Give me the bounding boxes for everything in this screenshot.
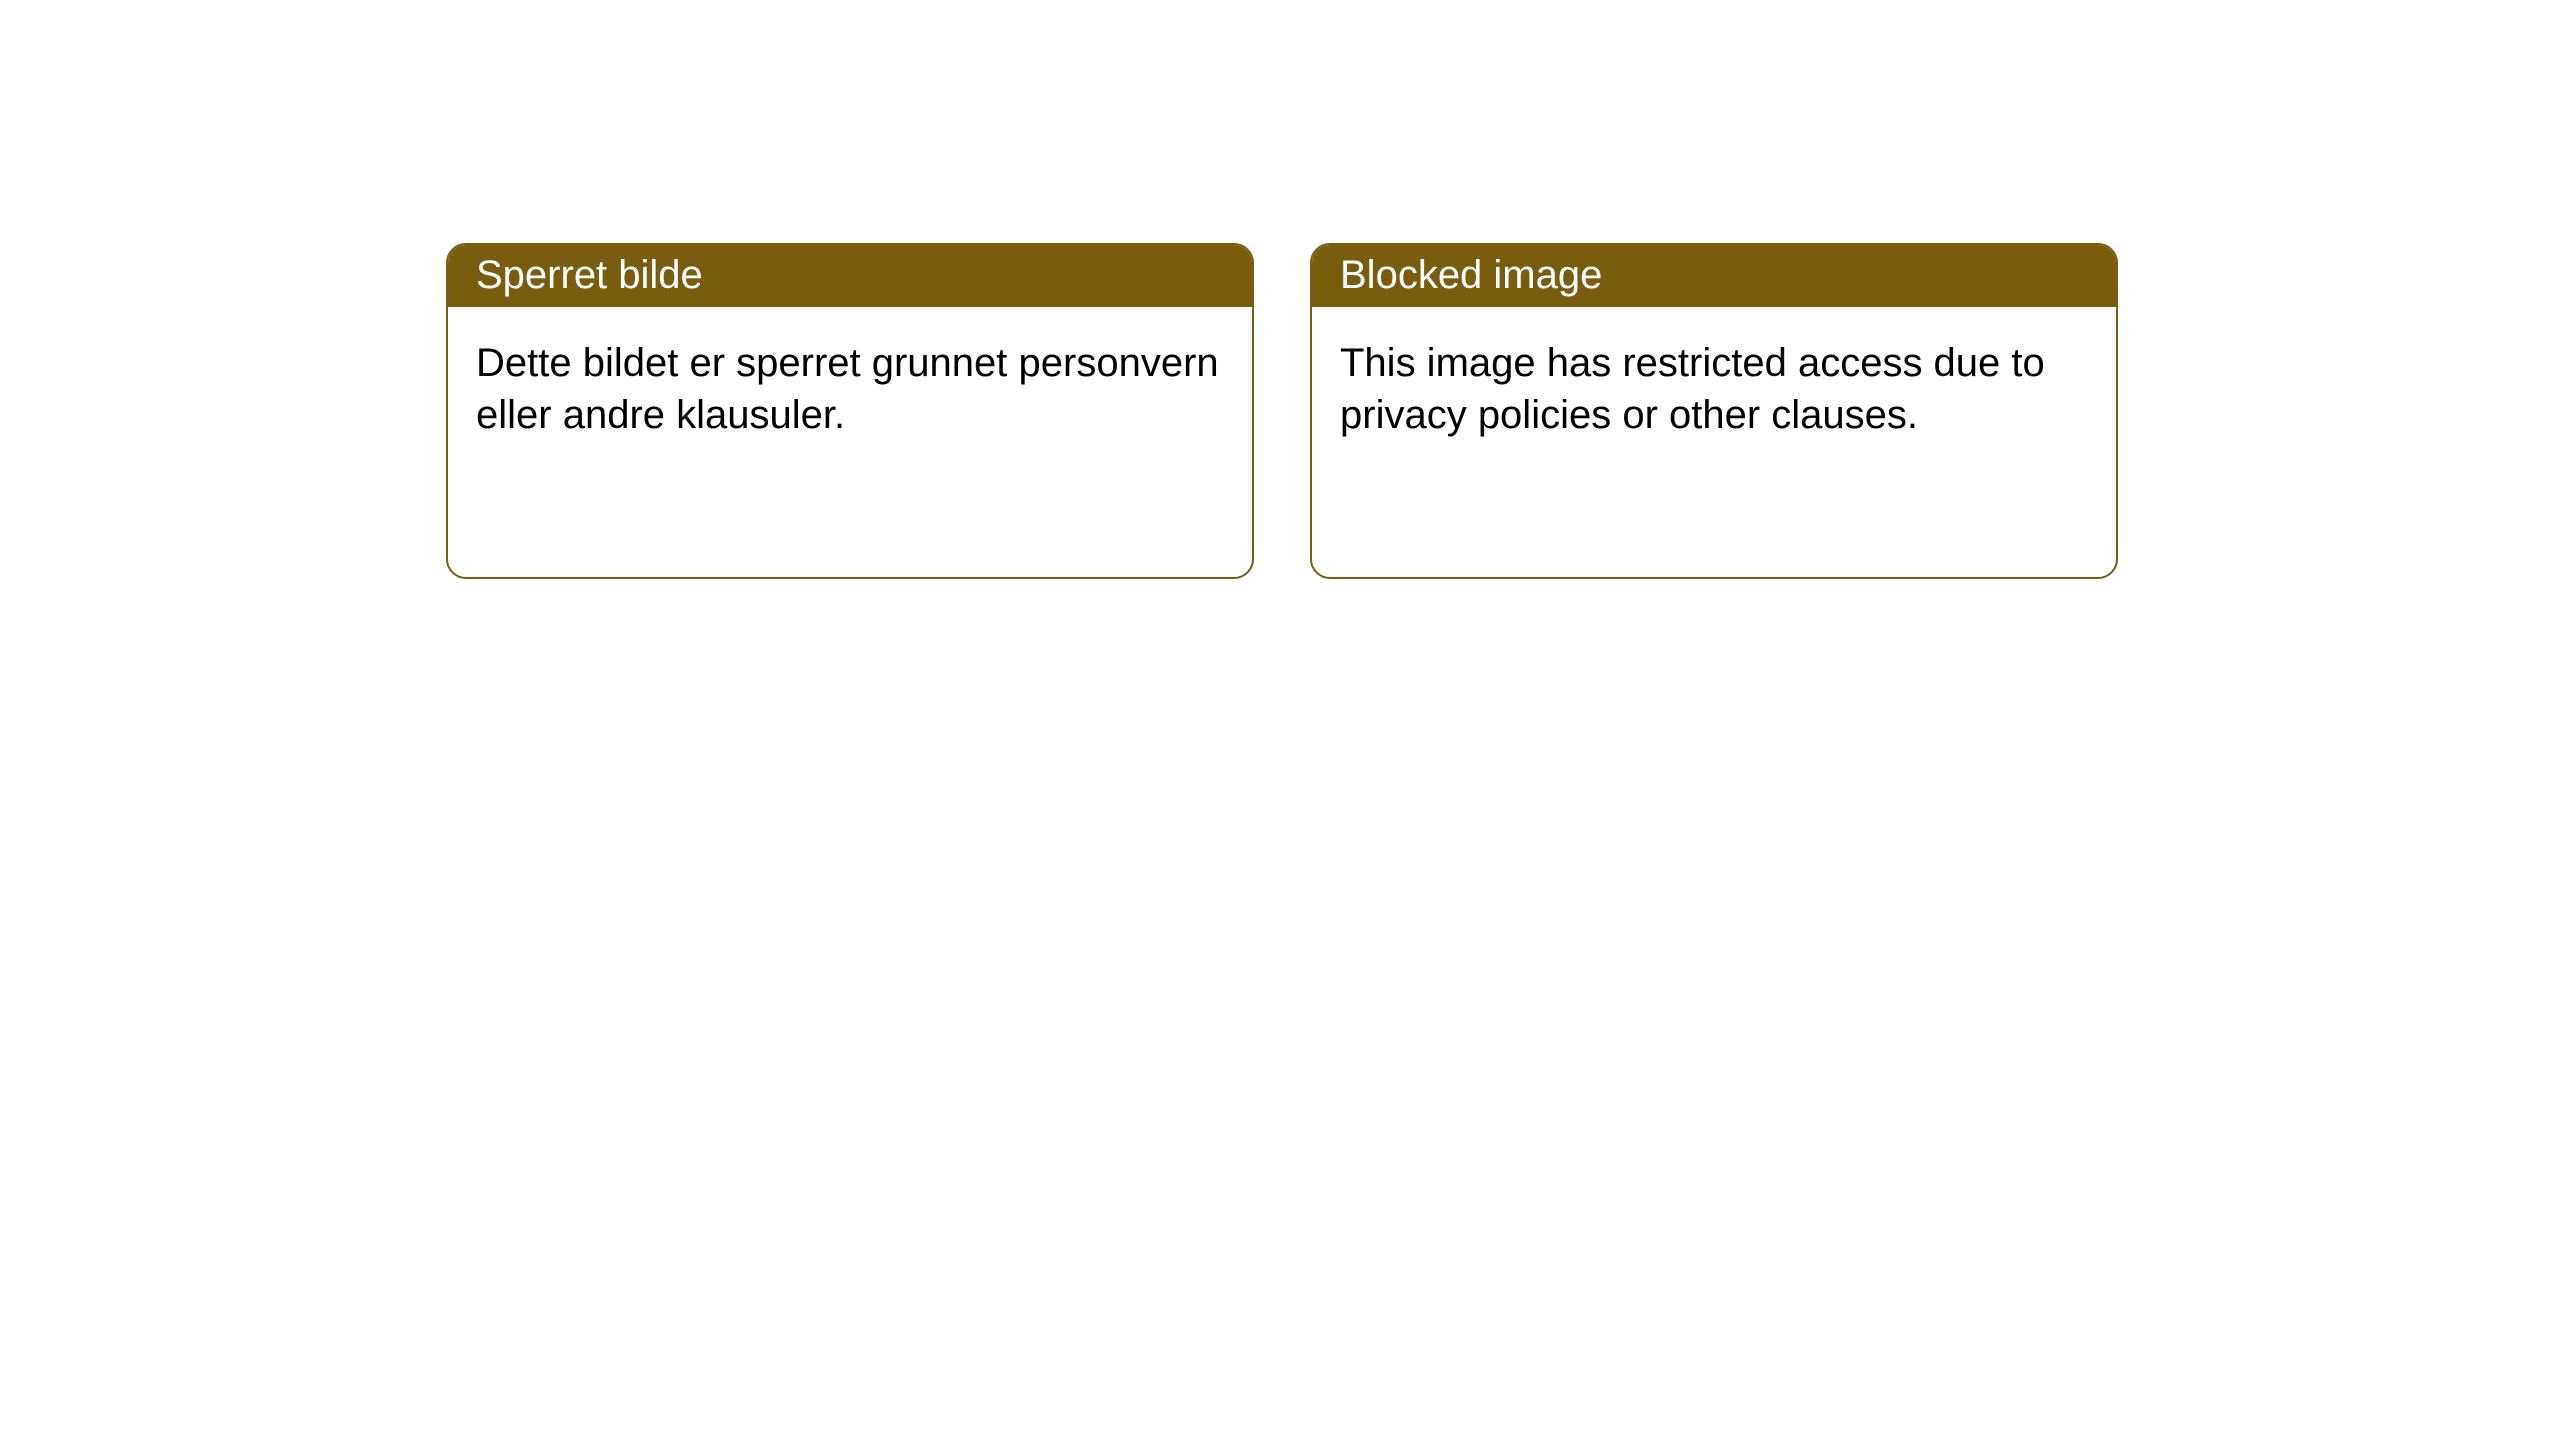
card-header: Sperret bilde xyxy=(448,245,1252,307)
card-body: Dette bildet er sperret grunnet personve… xyxy=(448,307,1252,471)
notice-cards-container: Sperret bilde Dette bildet er sperret gr… xyxy=(0,0,2560,579)
card-body: This image has restricted access due to … xyxy=(1312,307,2116,471)
notice-card-english: Blocked image This image has restricted … xyxy=(1310,243,2118,579)
card-title: Blocked image xyxy=(1340,253,1602,297)
card-header: Blocked image xyxy=(1312,245,2116,307)
card-title: Sperret bilde xyxy=(476,253,703,297)
notice-card-norwegian: Sperret bilde Dette bildet er sperret gr… xyxy=(446,243,1254,579)
card-body-text: This image has restricted access due to … xyxy=(1340,341,2045,437)
card-body-text: Dette bildet er sperret grunnet personve… xyxy=(476,341,1219,437)
